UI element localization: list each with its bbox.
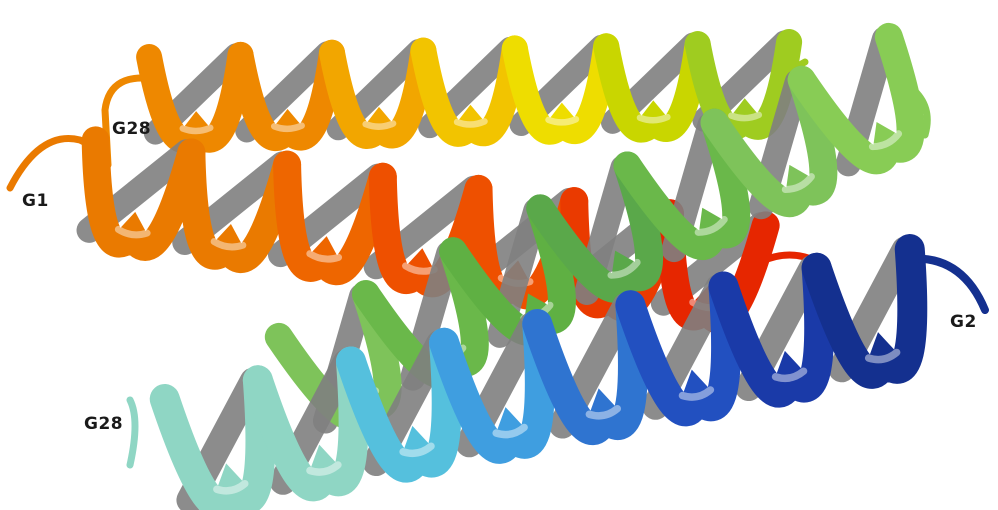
helix-middle-turn-2: [177, 138, 302, 273]
top-helix-n-loop: [101, 74, 164, 169]
helix-top-back-turn-2: [227, 39, 345, 151]
helix-green-turn-6: [700, 65, 838, 217]
helix-top-back-highlight-2: [270, 122, 305, 133]
helix-green-highlight-7: [868, 130, 903, 151]
terminus-label-g1: G1: [22, 191, 49, 211]
helix-top-back-turn-4: [410, 35, 528, 147]
helix-top-back-turn-3: [318, 37, 437, 149]
helix-middle-highlight-2: [210, 238, 247, 251]
helix-top-back: [136, 29, 803, 154]
helix-middle-turn-1: [81, 126, 206, 261]
helix-bottom-front-turn-6: [615, 271, 742, 427]
helix-top-back-highlight-4: [453, 118, 488, 128]
helix-green-turn-7: [787, 22, 925, 175]
helix-bottom-front-turn-3: [335, 327, 462, 483]
middle-helix-n-term: [6, 135, 104, 192]
helix-middle-highlight-1: [114, 225, 151, 239]
helix-top-back-highlight-7: [728, 111, 763, 122]
helix-bottom-front-highlight-5: [585, 404, 622, 420]
helix-top-back-turn-1: [136, 41, 254, 154]
helix-bottom-front: [149, 234, 928, 510]
helix-bottom-front-turn-4: [429, 309, 555, 464]
helix-green-highlight-4: [607, 258, 641, 279]
helix-top-back-turn-6: [593, 31, 711, 143]
helix-bottom-front-highlight-3: [399, 442, 435, 458]
helix-bottom-front-highlight-8: [864, 348, 901, 364]
helix-bottom-front-turn-8: [801, 234, 928, 389]
helix-top-back-turn-5: [501, 33, 620, 145]
helix-middle-turn-3: [273, 150, 397, 286]
helix-bottom-front-turn-7: [708, 252, 835, 408]
terminus-label-g28-top: G28: [112, 119, 152, 139]
helix-bottom-front-turn-1: [149, 365, 276, 510]
helix-top-back-highlight-1: [179, 124, 214, 135]
helix-middle-highlight-3: [306, 250, 343, 263]
helix-bottom-front-highlight-4: [492, 423, 528, 439]
helix-bottom-front-highlight-2: [306, 461, 342, 476]
helix-bottom-front-highlight-1: [213, 479, 249, 495]
helix-green-turn-5: [613, 108, 751, 260]
helix-green-highlight-5: [694, 215, 728, 236]
top-helix-c-term: [776, 58, 809, 80]
helix-top-back-highlight-3: [362, 120, 397, 130]
terminus-label-g2: G2: [950, 312, 977, 332]
helix-green-highlight-6: [781, 173, 815, 193]
green-helix-c-term: [896, 76, 931, 139]
cyan-helix-n-term: [126, 396, 139, 469]
helix-top-back-highlight-6: [636, 113, 671, 124]
helix-bottom-front-turn-5: [522, 290, 648, 445]
helix-top-back-turn-7: [684, 29, 803, 141]
helix-green-turn-4: [526, 151, 664, 303]
helix-bottom-front-turn-2: [242, 346, 369, 502]
helix-top-back-highlight-5: [545, 115, 580, 126]
blue-helix-c-term: [896, 254, 989, 314]
terminus-label-g28-bottom: G28: [84, 414, 124, 434]
helix-bottom-front-highlight-6: [678, 386, 715, 401]
helix-bottom-front-highlight-7: [771, 367, 808, 383]
